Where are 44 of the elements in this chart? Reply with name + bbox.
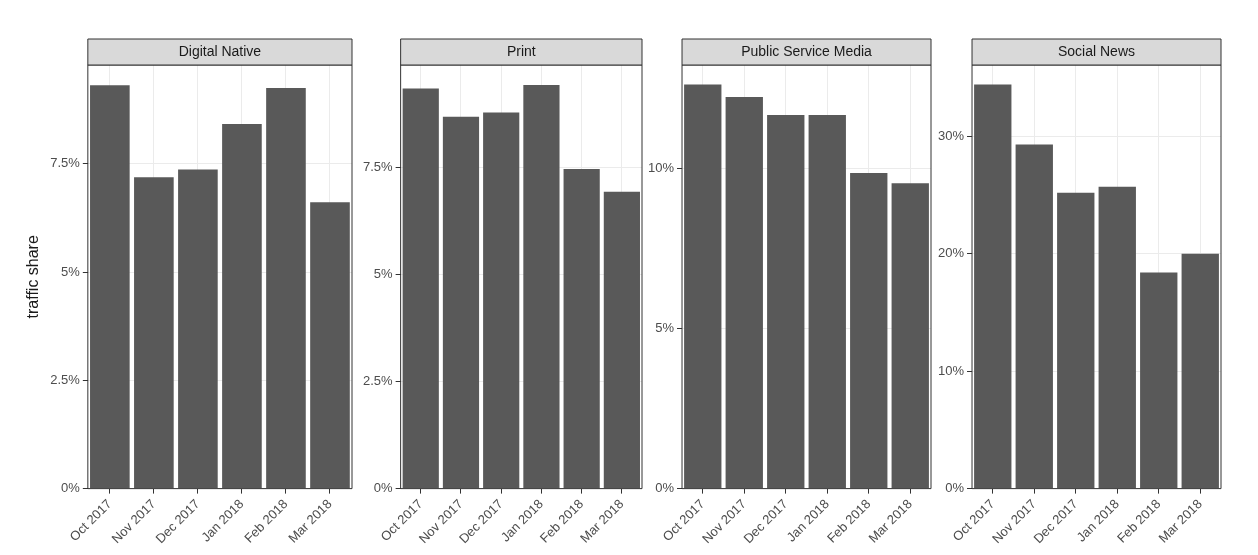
bar xyxy=(767,114,805,489)
bar xyxy=(603,191,640,489)
bar xyxy=(178,169,218,489)
bar xyxy=(266,87,306,489)
bar xyxy=(134,177,174,489)
bar xyxy=(402,88,439,489)
y-tick-label: 30% xyxy=(937,127,965,143)
bar xyxy=(1140,272,1178,489)
bar xyxy=(974,84,1012,489)
y-tick-label: 7.5% xyxy=(50,155,81,171)
bar xyxy=(891,183,929,489)
bar xyxy=(483,112,520,489)
bar xyxy=(1181,253,1219,489)
bar xyxy=(222,123,262,489)
bar xyxy=(563,168,600,489)
bar xyxy=(684,84,722,489)
chart-title: Public Service Media xyxy=(741,42,873,59)
bar xyxy=(808,114,846,489)
bar xyxy=(1098,186,1136,489)
y-tick-label: 10% xyxy=(647,160,675,175)
bar xyxy=(1015,144,1053,489)
y-tick-label: 5% xyxy=(655,320,675,336)
chart-title: Digital Native xyxy=(178,42,262,59)
bar xyxy=(850,172,888,489)
y-tick-label: 20% xyxy=(937,245,965,261)
bar xyxy=(1057,192,1095,489)
y-tick-label: 2.5% xyxy=(50,371,81,387)
y-axis-title: traffic share xyxy=(24,235,42,319)
y-tick-label: 10% xyxy=(937,362,965,378)
y-tick-label: 0% xyxy=(61,480,81,496)
chart-title: Social News xyxy=(1057,42,1136,59)
bar xyxy=(442,116,480,489)
y-tick-label: 5% xyxy=(61,263,81,279)
y-tick-label: 5% xyxy=(373,266,394,282)
y-tick-label: 0% xyxy=(655,480,675,496)
bar xyxy=(725,97,763,489)
y-tick-label: 2.5% xyxy=(362,373,394,389)
y-tick-label: 7.5% xyxy=(362,159,394,175)
bar xyxy=(523,85,560,489)
y-tick-label: 0% xyxy=(945,480,965,496)
bar xyxy=(90,85,130,489)
y-tick-label: 0% xyxy=(373,480,394,496)
bar xyxy=(310,202,350,489)
chart-title: Print xyxy=(506,42,536,59)
